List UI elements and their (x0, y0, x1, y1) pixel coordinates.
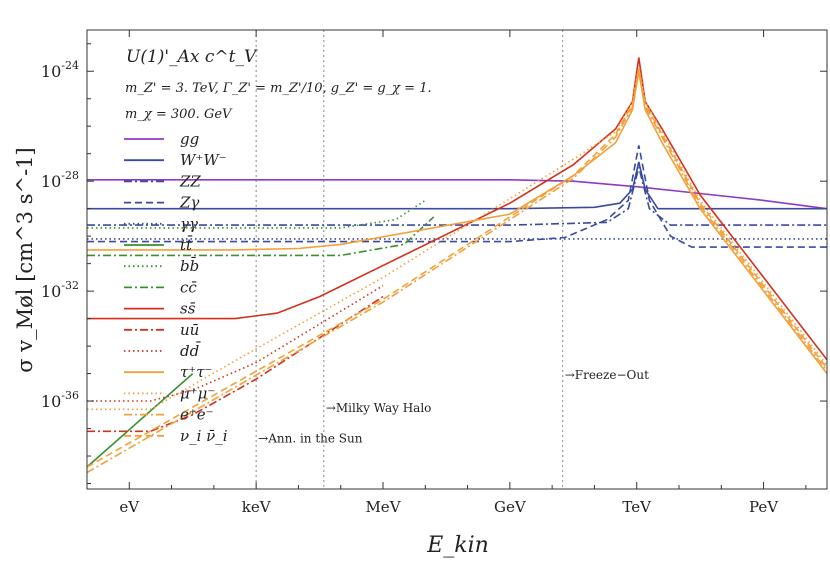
annotation-label: →Freeze−Out (565, 368, 649, 382)
series-line-14 (87, 68, 827, 468)
legend-label: cc̄ (180, 278, 197, 296)
annotation-label: →Ann. in the Sun (258, 431, 363, 445)
y-tick-label: 10-24 (41, 59, 79, 81)
plot-frame (86, 29, 828, 490)
params-line2: m_χ = 300. GeV (125, 107, 233, 122)
series-group (87, 57, 827, 474)
x-tick-label: MeV (365, 498, 401, 516)
y-tick-label: 10-36 (41, 389, 79, 411)
series-line-13 (87, 71, 827, 474)
annotation-lines: →Ann. in the Sun →Milky Way Halo →Freeze−O… (255, 30, 649, 489)
x-tick-label: eV (119, 498, 140, 516)
annotation-label: →Milky Way Halo (326, 401, 432, 415)
series-line-6 (87, 199, 426, 229)
legend-label: ν_i ν̄_i (180, 427, 228, 445)
y-axis-label: σ v_Møl [cm^3 s^-1] (13, 147, 37, 372)
series-line-1 (87, 161, 827, 210)
series-line-2 (87, 167, 827, 226)
y-tick-label: 10-32 (41, 279, 79, 301)
axis-ticks: eV keV MeV GeV TeV PeV 10-24 10-28 10-32 10-36 (41, 30, 827, 516)
legend-label: e⁺e⁻ (180, 406, 214, 424)
legend: gg W⁺W⁻ ZZ Zγ γγ tt̄ bb̄ cc̄ ss̄ uū dd̄ τ⁺τ⁻ μ⁺μ⁻ e⁺e… (124, 130, 228, 445)
legend-label: uū (180, 321, 199, 339)
legend-label: gg (180, 130, 199, 148)
legend-label: Zγ (179, 194, 199, 212)
x-tick-label: GeV (494, 498, 527, 516)
series-line-0 (87, 179, 827, 210)
y-tick-label: 10-28 (41, 169, 79, 191)
legend-label: bb̄ (180, 257, 199, 275)
legend-label: ss̄ (180, 300, 196, 318)
legend-label: tt̄ (180, 236, 193, 254)
chart-title: U(1)'_Ax c^t_V (126, 47, 258, 67)
params-line1: m_Z' = 3. TeV, Γ_Z' = m_Z'/10, g_Z' = g_… (125, 81, 432, 96)
x-axis-label: E_kin (426, 533, 489, 558)
series-line-10 (87, 284, 384, 402)
series-line-3 (87, 145, 827, 248)
chart-title-text: U(1)'_Ax c^t_V (126, 47, 258, 67)
legend-label: dd̄ (180, 342, 201, 360)
series-line-11 (87, 71, 827, 375)
legend-label: τ⁺τ⁻ (180, 363, 212, 381)
x-tick-label: PeV (749, 498, 779, 516)
x-tick-label: TeV (622, 498, 652, 516)
series-line-5 (87, 373, 194, 468)
series-line-8 (87, 57, 827, 361)
legend-label: γγ (180, 215, 198, 233)
legend-label: μ⁺μ⁻ (180, 384, 215, 402)
series-line-9 (87, 295, 384, 433)
legend-label: W⁺W⁻ (180, 151, 227, 169)
legend-label: ZZ (179, 172, 201, 190)
x-tick-label: keV (242, 498, 272, 516)
